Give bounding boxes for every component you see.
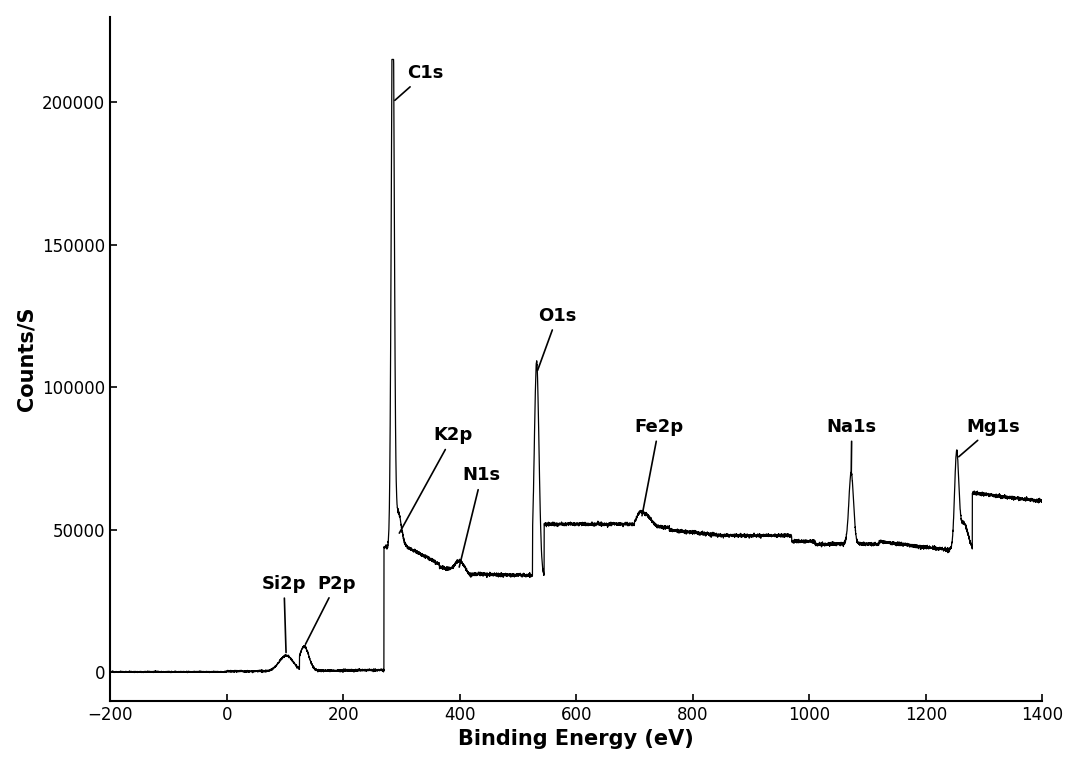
Text: C1s: C1s (395, 64, 444, 100)
X-axis label: Binding Energy (eV): Binding Energy (eV) (458, 729, 694, 749)
Text: Mg1s: Mg1s (959, 417, 1021, 457)
Text: K2p: K2p (400, 427, 473, 533)
Text: N1s: N1s (459, 466, 501, 567)
Text: P2p: P2p (306, 574, 355, 644)
Text: Si2p: Si2p (261, 574, 306, 653)
Text: O1s: O1s (538, 306, 577, 371)
Text: Na1s: Na1s (826, 417, 877, 473)
Text: Fe2p: Fe2p (634, 417, 684, 516)
Y-axis label: Counts/S: Counts/S (16, 306, 37, 411)
